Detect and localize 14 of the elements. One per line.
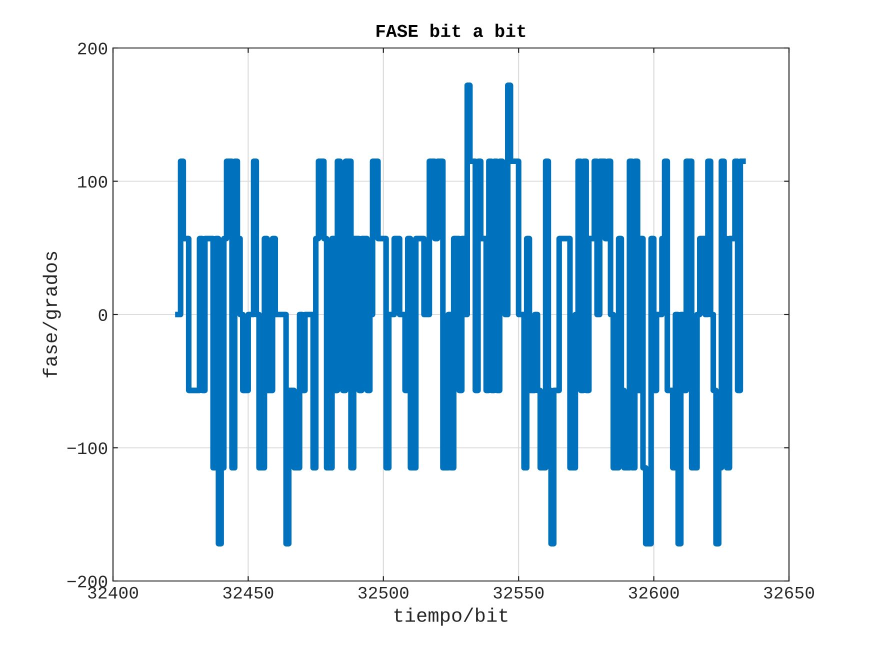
x-tick-label: 32450	[223, 586, 274, 599]
y-tick-label: −200	[67, 576, 108, 588]
y-axis-title: fase/grados	[42, 252, 61, 378]
x-tick-label: 32650	[764, 586, 814, 599]
y-tick-label: 200	[78, 42, 108, 54]
y-tick-label: −100	[67, 442, 108, 454]
x-axis-title: tiempo/bit	[394, 608, 508, 626]
chart-title: FASE bit a bit	[376, 24, 526, 38]
x-tick-label: 32550	[494, 586, 544, 599]
y-tick-label: 0	[98, 309, 108, 321]
x-tick-label: 32400	[88, 586, 138, 599]
y-tick-label: 100	[78, 176, 108, 188]
x-tick-label: 32500	[358, 586, 408, 599]
x-tick-label: 32600	[628, 586, 679, 599]
